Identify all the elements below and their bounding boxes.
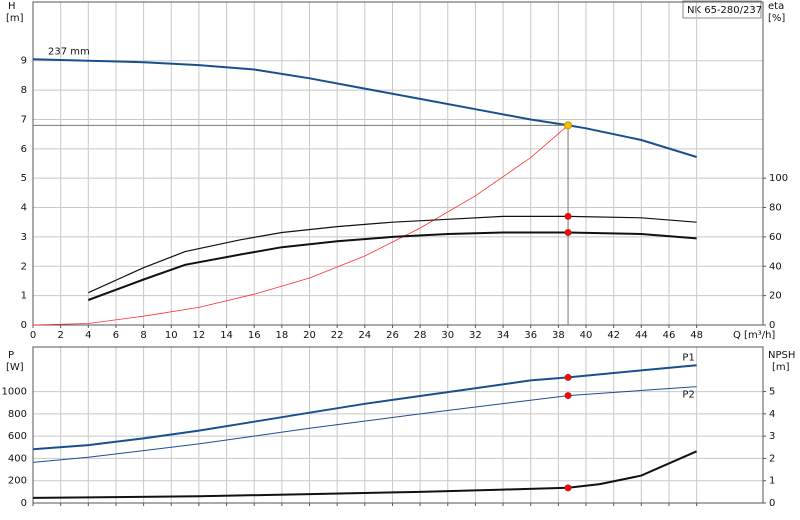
curve [32,124,569,326]
y-tick-label: 3 [21,232,27,243]
y2-unit: [%] [768,13,785,24]
y2-tick-label: 4 [769,409,775,420]
y-label: P [8,350,14,361]
duty-point [564,212,572,220]
x-tick-label: 12 [193,330,206,341]
duty-point [564,484,572,492]
y2-tick-label: 80 [769,203,782,214]
x-tick-label: 44 [635,330,648,341]
x-tick-label: 28 [414,330,427,341]
y2-tick-label: 3 [769,431,775,442]
x-tick-label: 46 [663,330,676,341]
duty-point [564,229,572,237]
y-tick-label: 5 [21,173,27,184]
x-tick-label: 38 [552,330,565,341]
y-tick-label: 0 [21,498,27,509]
y-tick-label: 200 [8,476,27,487]
x-tick-label: 0 [30,330,36,341]
y-tick-label: 8 [21,85,27,96]
x-tick-label: 10 [165,330,178,341]
plot-frame [32,1,764,326]
curve [88,215,697,294]
y2-tick-label: 2 [769,453,775,464]
y-unit: [W] [6,362,24,373]
y-tick-label: 7 [21,114,27,125]
x-tick-label: 40 [580,330,593,341]
y2-unit: [m] [772,362,790,373]
y-tick-label: 1000 [2,387,27,398]
curve-label: P2 [682,390,694,401]
x-tick-label: 6 [113,330,119,341]
y-tick-label: 1 [21,291,27,302]
x-tick-label: 26 [386,330,399,341]
y2-tick-label: 1 [769,476,775,487]
duty-point [564,121,573,130]
x-tick-label: 14 [220,330,233,341]
y-tick-label: 4 [21,203,27,214]
y-tick-label: 400 [8,453,27,464]
y-label: H [8,1,16,12]
x-tick-label: 2 [57,330,63,341]
x-tick-label: 8 [140,330,146,341]
curve-label: 237 mm [48,46,90,57]
y-tick-label: 600 [8,431,27,442]
x-tick-label: 42 [607,330,620,341]
y2-tick-label: 100 [769,173,788,184]
x-tick-label: 24 [358,330,371,341]
x-tick-label: 22 [331,330,344,341]
x-tick-label: 36 [524,330,537,341]
y2-tick-label: 5 [769,387,775,398]
x-tick-label: 20 [303,330,316,341]
y2-label: eta [768,1,784,12]
y2-label: NPSH [768,350,795,361]
y-tick-label: 2 [21,261,27,272]
x-tick-label: 48 [690,330,703,341]
duty-point [564,392,572,400]
y2-tick-label: 60 [769,232,782,243]
x-tick-label: 30 [441,330,454,341]
y-tick-label: 0 [21,320,27,331]
y-tick-label: 6 [21,144,27,155]
model: NK 65-280/237 [687,5,762,16]
x-tick-label: 18 [275,330,288,341]
duty-point [564,373,572,381]
y-tick-label: 800 [8,409,27,420]
x-tick-label: 16 [248,330,261,341]
plot-frame [32,346,764,504]
curve [87,231,697,301]
curve-label: P1 [682,352,694,363]
y2-tick-label: 40 [769,261,782,272]
y2-tick-label: 0 [769,498,775,509]
x-tick-label: 32 [469,330,482,341]
curve [32,58,697,158]
x-tick-label: 4 [85,330,91,341]
y2-tick-label: 20 [769,291,782,302]
y-tick-label: 9 [21,56,27,67]
curve [32,450,698,499]
x-tick-label: 34 [497,330,510,341]
y2-tick-label: 0 [769,320,775,331]
model-box [682,0,762,19]
y-unit: [m] [6,13,24,24]
x-label: Q [m³/h] [733,330,775,341]
